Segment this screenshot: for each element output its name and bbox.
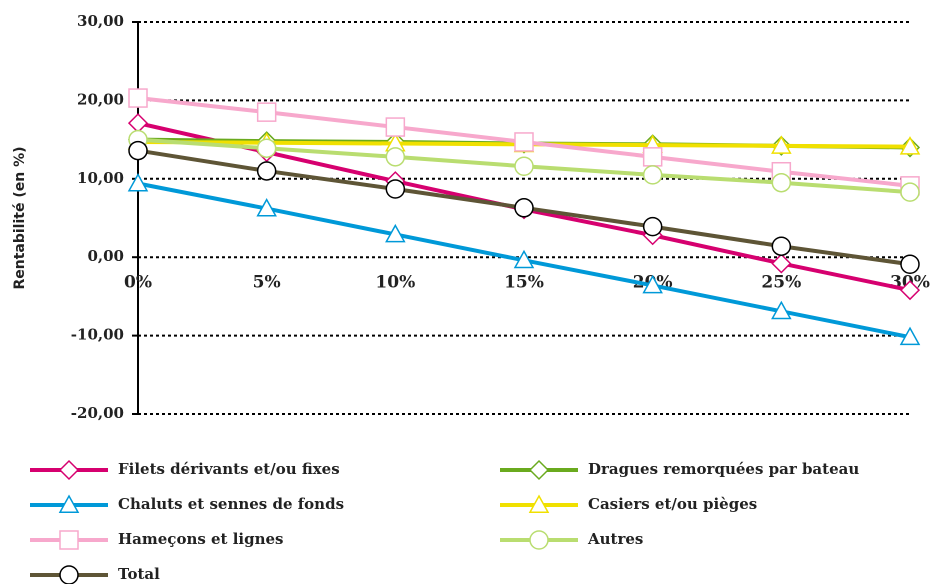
legend-label: Autres: [587, 530, 643, 548]
marker: [642, 274, 663, 294]
marker: [127, 113, 149, 134]
marker: [59, 565, 79, 584]
marker: [900, 254, 920, 275]
marker: [899, 136, 921, 155]
marker: [899, 280, 921, 301]
marker: [256, 102, 277, 122]
marker: [385, 223, 406, 243]
marker: [771, 300, 792, 320]
marker: [642, 147, 663, 167]
marker: [514, 156, 534, 177]
x-tick-label: 5%: [253, 273, 281, 293]
x-tick-label: 25%: [761, 273, 801, 293]
x-tick-label: 15%: [504, 273, 544, 293]
marker: [514, 132, 534, 152]
legend-label: Total: [118, 565, 160, 583]
marker: [642, 216, 663, 237]
marker: [642, 165, 663, 185]
marker: [256, 198, 277, 217]
legend-label: Dragues remorquées par bateau: [588, 460, 859, 478]
marker: [529, 530, 549, 550]
marker: [58, 459, 80, 481]
marker: [528, 459, 550, 481]
marker: [771, 236, 792, 256]
marker: [128, 88, 148, 108]
y-tick-label: -20,00: [71, 404, 124, 422]
y-tick-label: -10,00: [71, 326, 124, 344]
legend-label: Filets dérivants et/ou fixes: [118, 460, 340, 478]
marker: [899, 326, 921, 346]
marker: [58, 494, 80, 513]
marker: [385, 179, 406, 199]
marker: [256, 138, 277, 158]
marker: [127, 172, 149, 192]
legend-label: Chaluts et sennes de fonds: [118, 495, 344, 513]
marker: [128, 140, 148, 161]
marker: [900, 182, 920, 202]
marker: [771, 135, 792, 154]
marker: [513, 249, 535, 269]
marker: [385, 117, 406, 137]
legend-label: Hameçons et lignes: [118, 530, 284, 548]
marker: [256, 161, 277, 181]
x-tick-label: 0%: [124, 273, 152, 293]
y-tick-label: 0,00: [87, 247, 124, 265]
y-axis-label: Rentabilité (en %): [12, 146, 28, 289]
y-tick-label: 10,00: [77, 169, 124, 187]
y-tick-label: 20,00: [77, 90, 124, 108]
marker: [59, 530, 79, 550]
marker: [771, 253, 792, 274]
marker: [514, 198, 534, 218]
legend-label: Casiers et/ou pièges: [588, 495, 757, 513]
marker: [771, 172, 792, 193]
marker: [528, 494, 550, 513]
marker: [385, 147, 406, 167]
x-tick-label: 10%: [375, 273, 415, 293]
y-tick-label: 30,00: [77, 12, 124, 30]
